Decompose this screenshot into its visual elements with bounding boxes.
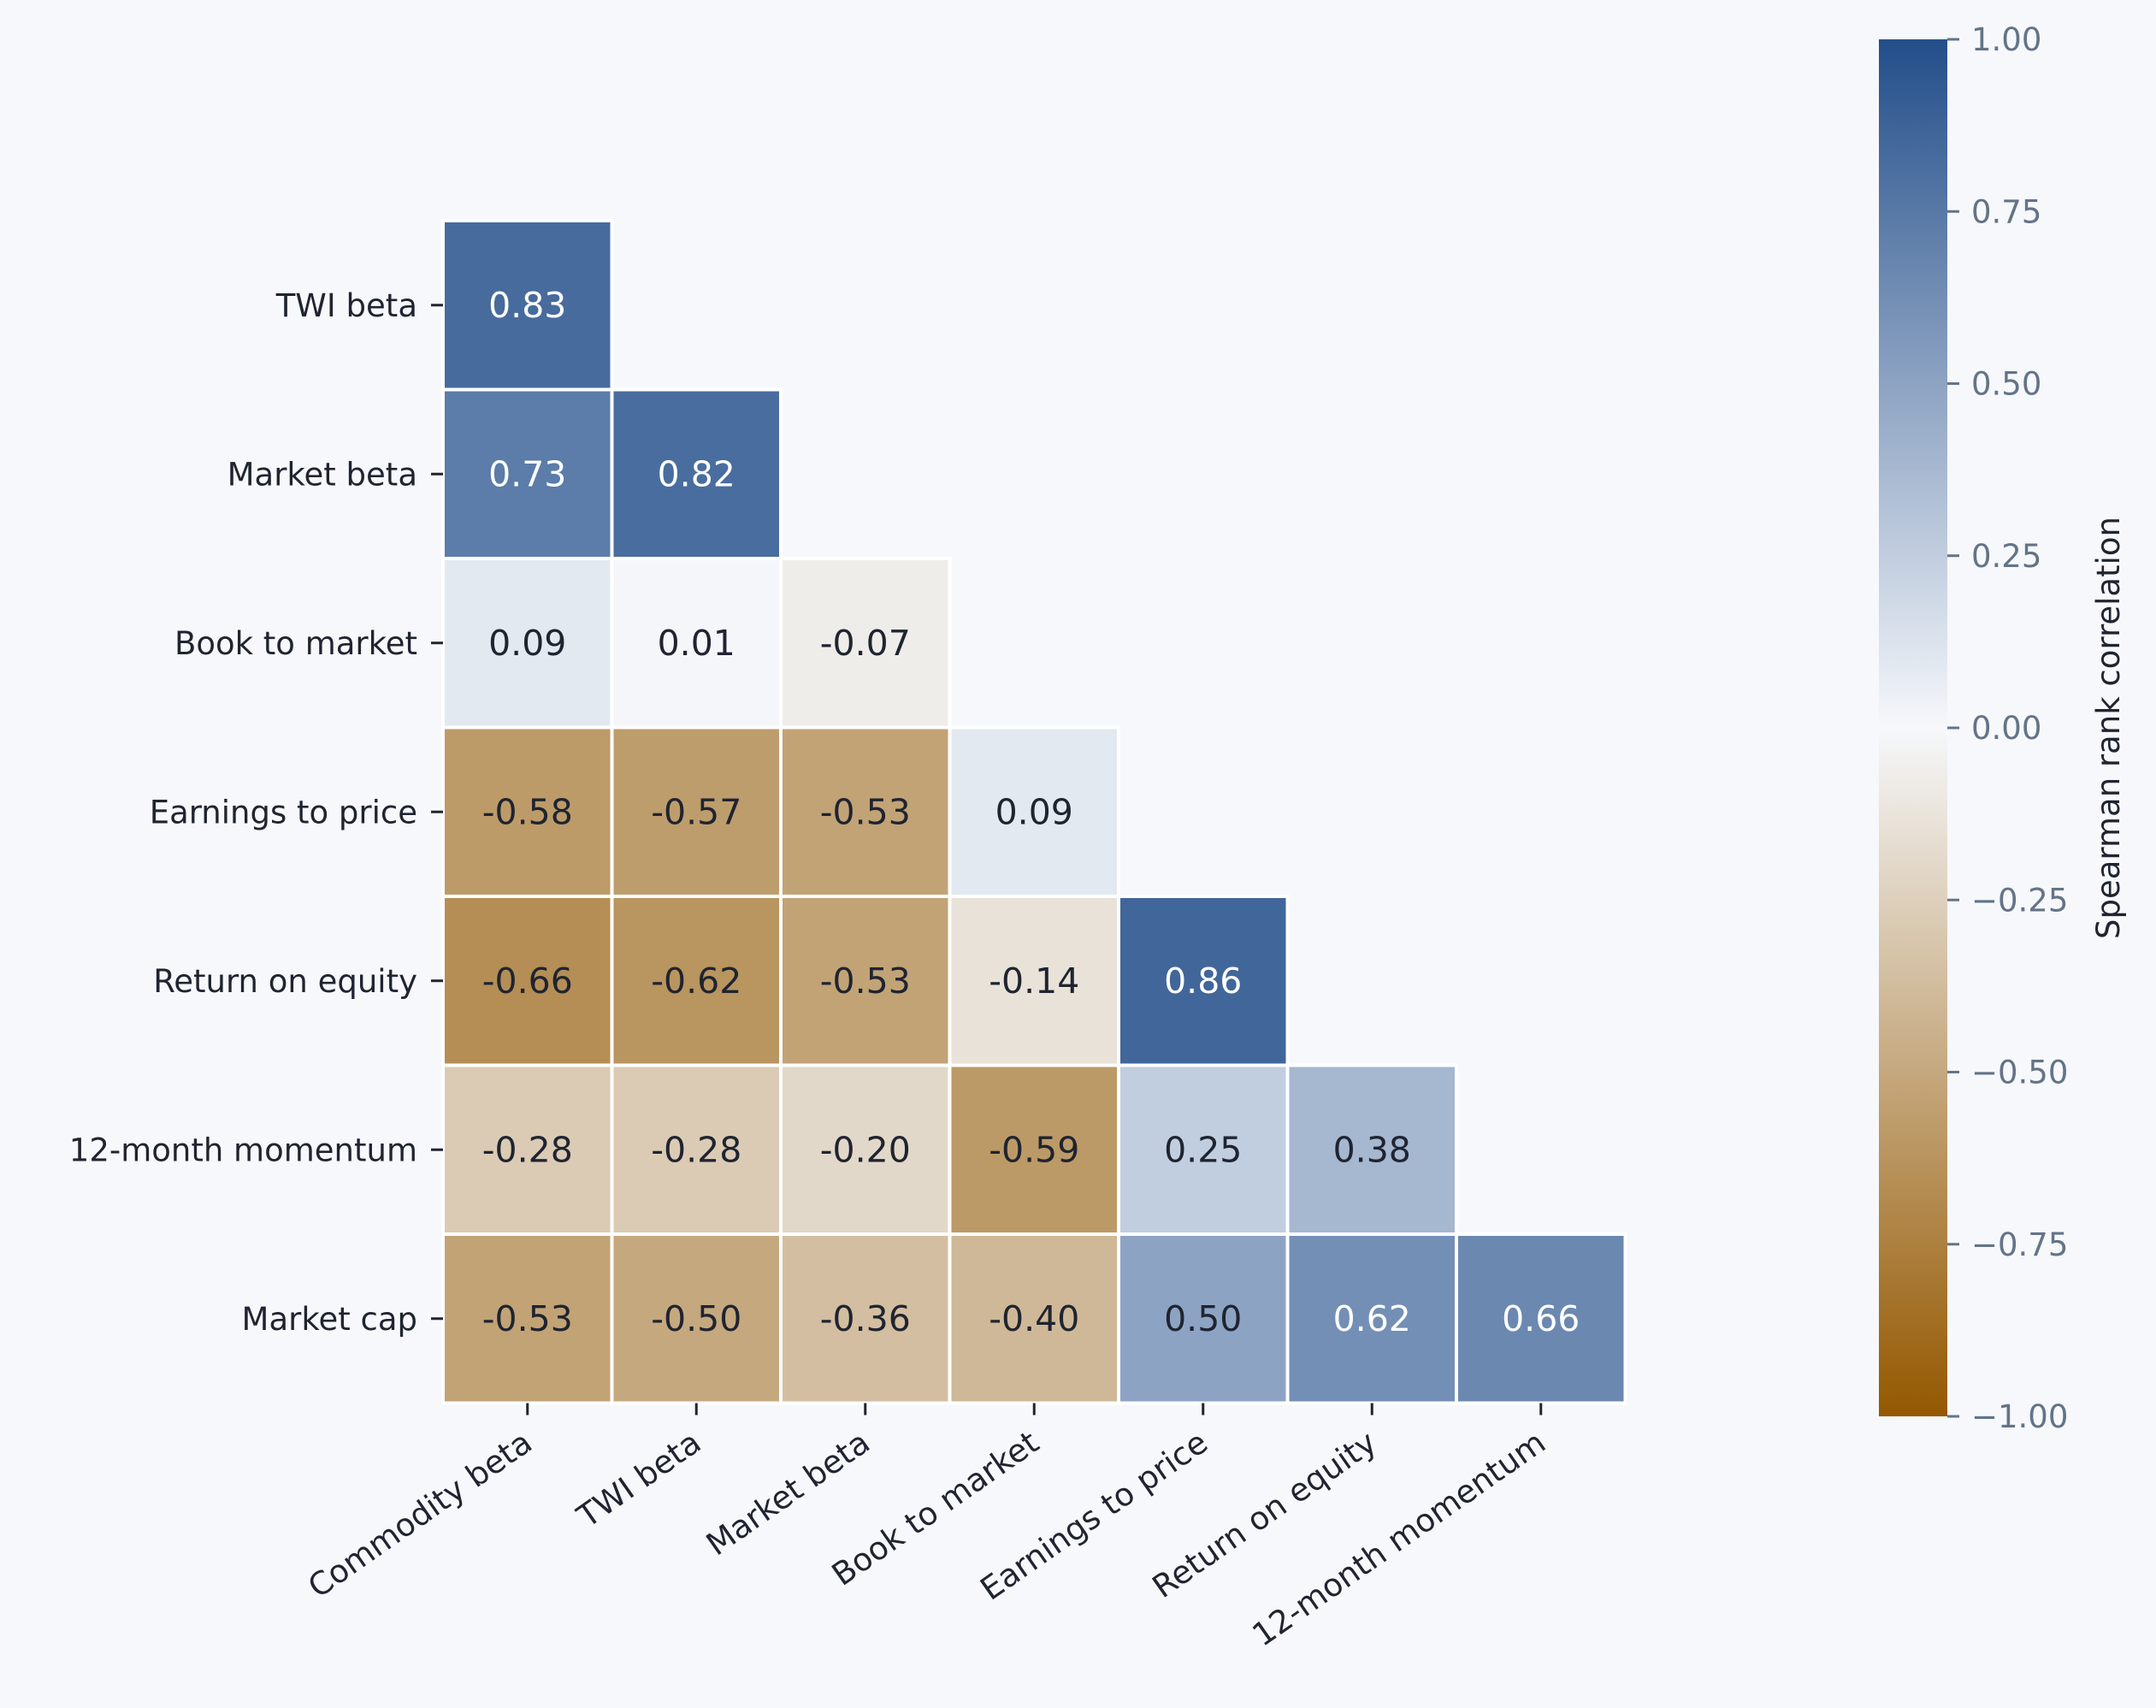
cell-value-label: 0.38 — [1333, 1129, 1411, 1170]
colorbar-gradient — [1879, 39, 1947, 1416]
heatmap-cell — [948, 1063, 1120, 1236]
heatmap-cell — [948, 725, 1120, 898]
cell-value-label: -0.07 — [820, 623, 911, 664]
colorbar-ticks: 1.00 0.75 0.50 0.25 0.00 −0.25 −0.50 −0.75 −1.00 — [1947, 21, 2068, 1435]
cell-value-label: 0.86 — [1164, 960, 1242, 1002]
cell-value-label: -0.57 — [651, 791, 741, 832]
colorbar-tick-label: 0.50 — [1971, 366, 2041, 403]
colorbar-label: Spearman rank correlation — [2090, 517, 2127, 939]
colorbar-tick-label: −0.50 — [1971, 1055, 2068, 1091]
cell-value-label: 0.82 — [658, 453, 735, 494]
cell-value-label: -0.28 — [651, 1129, 741, 1170]
heatmap-cell — [1117, 895, 1290, 1067]
heatmap-cell — [610, 1063, 783, 1236]
cell-value-label: 0.66 — [1502, 1298, 1580, 1339]
cell-value-label: 0.62 — [1333, 1298, 1411, 1339]
heatmap-cell — [1455, 1232, 1627, 1405]
cell-value-label: 0.83 — [488, 285, 566, 326]
cell-value-label: -0.40 — [989, 1298, 1079, 1339]
colorbar-tick-label: −0.25 — [1971, 882, 2068, 919]
heatmap-cell — [948, 1232, 1120, 1405]
heatmap-cell — [779, 895, 952, 1067]
heatmap-cell — [441, 219, 614, 392]
heatmap-cell — [779, 1063, 952, 1236]
colorbar-tick-label: 0.75 — [1971, 193, 2041, 230]
colorbar-tick-label: 0.25 — [1971, 538, 2041, 575]
heatmap-cell — [441, 1063, 614, 1236]
cell-value-label: 0.50 — [1164, 1298, 1242, 1339]
heatmap-cell — [779, 1232, 952, 1405]
colorbar-tick-label: 1.00 — [1971, 21, 2041, 58]
cell-value-label: 0.09 — [995, 791, 1073, 832]
cell-value-label: 0.01 — [658, 623, 735, 664]
y-tick-label: Market beta — [227, 456, 417, 493]
cell-value-label: -0.66 — [482, 960, 573, 1002]
cell-value-label: -0.53 — [820, 960, 911, 1002]
heatmap-cell — [779, 725, 952, 898]
y-tick-label: 12-month momentum — [69, 1132, 417, 1168]
heatmap-cell — [1117, 1232, 1290, 1405]
heatmap-cell — [610, 387, 783, 560]
heatmap-cell — [948, 895, 1120, 1067]
cell-value-label: -0.58 — [482, 791, 573, 832]
y-tick-label: TWI beta — [275, 287, 417, 324]
cell-value-label: -0.59 — [989, 1129, 1079, 1170]
cell-value-label: 0.25 — [1164, 1129, 1242, 1170]
heatmap-cell — [610, 725, 783, 898]
cell-value-label: -0.28 — [482, 1129, 573, 1170]
cell-value-label: 0.09 — [488, 623, 566, 664]
colorbar-tick-label: −0.75 — [1971, 1226, 2068, 1263]
colorbar: 1.00 0.75 0.50 0.25 0.00 −0.25 −0.50 −0.75 −1.00… — [1879, 21, 2127, 1435]
cell-value-label: 0.73 — [488, 453, 566, 494]
y-axis: TWI beta Market beta Book to market Earning… — [69, 287, 443, 1338]
y-tick-label: Return on equity — [153, 963, 417, 1000]
cell-value-label: -0.53 — [482, 1298, 573, 1339]
y-tick-label: Market cap — [242, 1301, 417, 1338]
cell-value-label: -0.20 — [820, 1129, 911, 1170]
cell-value-label: -0.50 — [651, 1298, 741, 1339]
cell-value-label: -0.14 — [989, 960, 1079, 1002]
colorbar-tick-label: 0.00 — [1971, 710, 2041, 747]
colorbar-tick-label: −1.00 — [1971, 1398, 2068, 1435]
heatmap-cell — [1285, 1063, 1458, 1236]
y-tick-label: Book to market — [174, 625, 417, 662]
heatmap-cell — [610, 1232, 783, 1405]
heatmap-cell — [441, 1232, 614, 1405]
heatmap-cells — [441, 219, 1627, 1405]
y-tick-label: Earnings to price — [150, 794, 417, 830]
cell-value-label: -0.53 — [820, 791, 911, 832]
heatmap-cell — [441, 387, 614, 560]
heatmap-value-labels: 0.83 0.73 0.82 0.09 0.01 -0.07 -0.58 -0.57 -0.53… — [482, 285, 1580, 1339]
cell-value-label: -0.62 — [651, 960, 741, 1002]
heatmap-cell — [610, 895, 783, 1067]
cell-value-label: -0.36 — [820, 1298, 911, 1339]
